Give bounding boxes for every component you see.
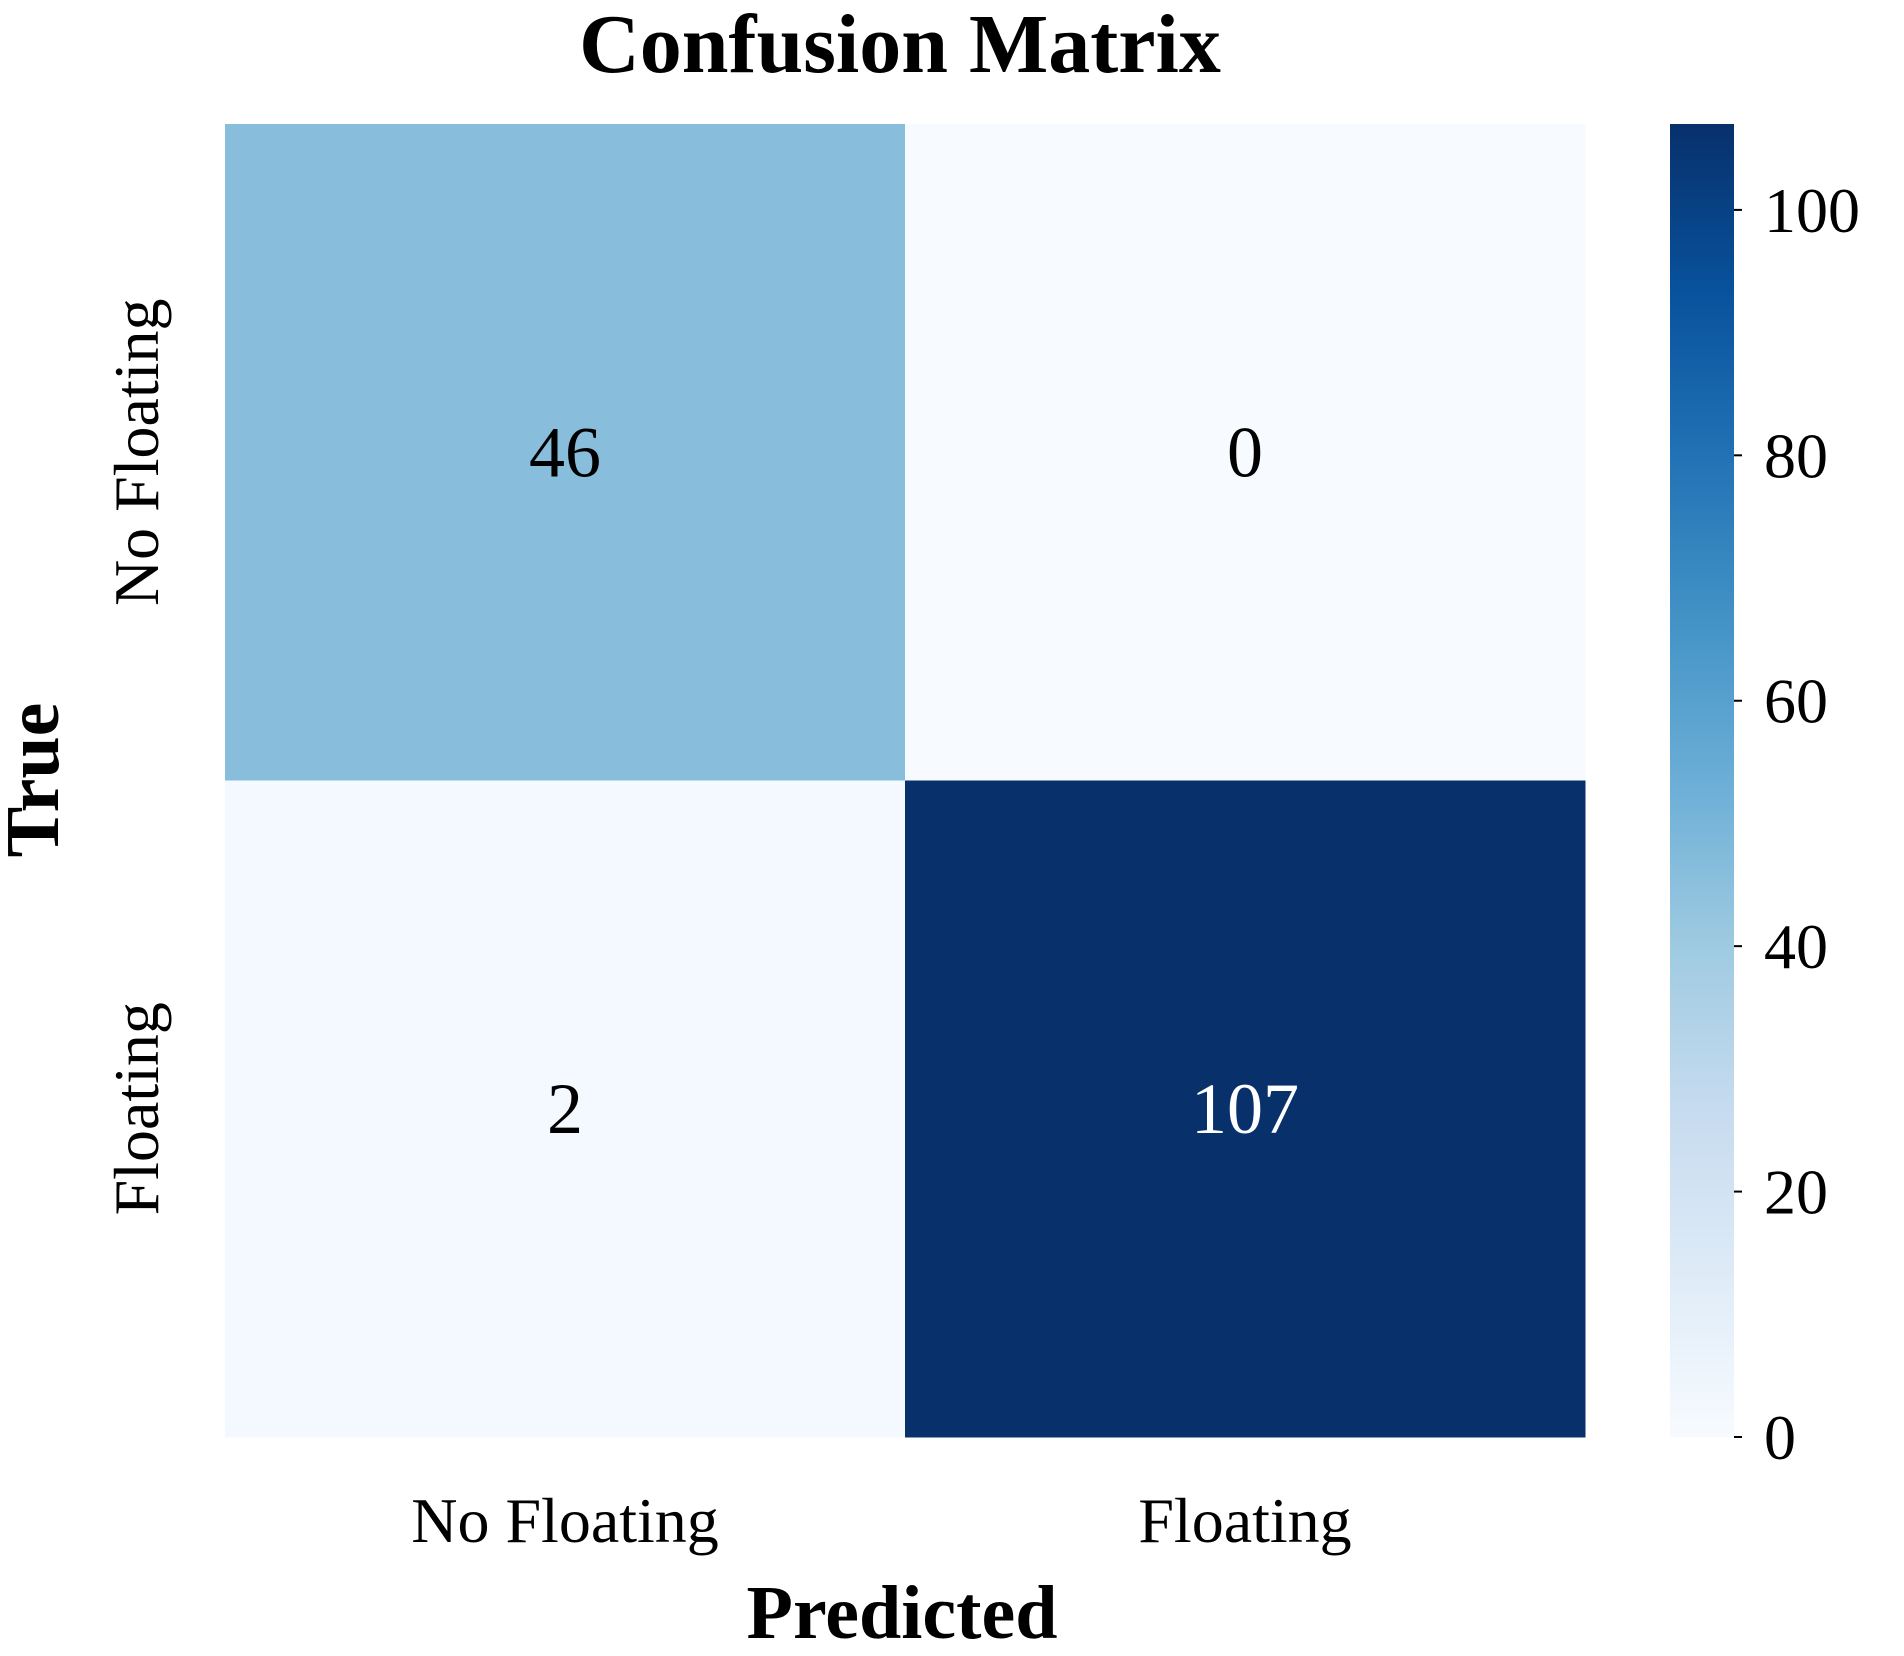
y-axis-ticks: No Floating Floating — [101, 298, 172, 1215]
heatmap-cell-0-0 — [225, 124, 906, 781]
x-tick-label-1: Floating — [1138, 1485, 1351, 1556]
heatmap-cell-0-1 — [905, 124, 1586, 781]
cell-value-label-0-0: 46 — [529, 412, 601, 492]
colorbar-ticks: 0 20 40 60 80 100 — [1734, 175, 1860, 1473]
colorbar-tick-label-0: 0 — [1764, 1402, 1796, 1473]
cell-value-label-1-1: 107 — [1191, 1069, 1299, 1149]
x-axis-ticks: No Floating Floating — [411, 1485, 1351, 1556]
heatmap-cells — [225, 124, 1586, 1438]
colorbar-tick-label-4: 80 — [1764, 420, 1828, 491]
heatmap-cell-1-0 — [225, 780, 906, 1438]
x-axis-label: Predicted — [747, 1571, 1058, 1655]
y-axis-label: True — [0, 703, 75, 858]
cell-value-label-0-1: 0 — [1227, 412, 1263, 492]
colorbar-tick-label-1: 20 — [1764, 1157, 1828, 1228]
colorbar-tick-label-2: 40 — [1764, 911, 1828, 982]
cell-value-label-1-0: 2 — [547, 1069, 583, 1149]
colorbar-tick-label-3: 60 — [1764, 666, 1828, 737]
heatmap-cell-labels: 46 0 2 107 — [529, 412, 1299, 1149]
y-tick-label-1: Floating — [101, 1002, 172, 1215]
y-tick-label-0: No Floating — [101, 298, 172, 606]
heatmap-cell-1-1 — [905, 780, 1586, 1438]
x-tick-label-0: No Floating — [411, 1485, 719, 1556]
colorbar — [1670, 124, 1734, 1437]
chart-title: Confusion Matrix — [579, 0, 1221, 91]
colorbar-tick-label-5: 100 — [1764, 175, 1860, 246]
